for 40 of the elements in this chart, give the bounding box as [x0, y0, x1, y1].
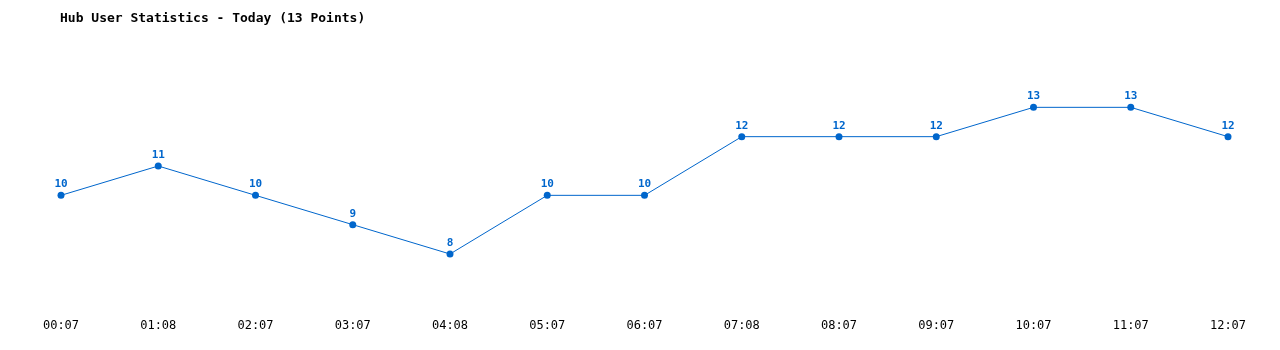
x-tick-label: 07:08 — [723, 317, 760, 332]
chart-title: Hub User Statistics - Today (13 Points) — [59, 9, 367, 27]
data-label: 12 — [929, 118, 943, 132]
point — [543, 191, 551, 199]
point — [252, 191, 259, 199]
data-label: 9 — [349, 206, 357, 220]
x-tick-label: 01:08 — [140, 317, 177, 332]
point — [1030, 103, 1037, 111]
point — [349, 221, 357, 229]
x-tick-label: 02:07 — [237, 317, 274, 332]
point — [1127, 103, 1135, 111]
x-tick-label: 10:07 — [1015, 317, 1052, 332]
point — [1224, 133, 1232, 141]
x-tick-label: 06:07 — [626, 317, 663, 332]
point — [154, 162, 162, 170]
point — [446, 250, 454, 258]
data-label: 10 — [248, 177, 263, 191]
data-label: 11 — [151, 148, 166, 161]
point — [932, 133, 940, 141]
data-label: 8 — [446, 236, 454, 249]
data-label: 12 — [735, 118, 749, 132]
point — [738, 133, 746, 141]
data-label: 12 — [832, 118, 846, 132]
x-tick-label: 12:07 — [1209, 317, 1247, 332]
x-tick-label: 05:07 — [529, 317, 566, 332]
x-tick-label: 04:08 — [431, 317, 469, 332]
data-label: 13 — [1026, 89, 1041, 103]
data-label: 10 — [540, 177, 554, 191]
x-tick-label: 00:07 — [42, 317, 80, 332]
data-label: 12 — [1221, 118, 1235, 132]
x-tick-label: 08:07 — [820, 317, 858, 332]
x-tick-label: 09:07 — [918, 317, 955, 332]
point — [57, 191, 65, 199]
point — [835, 133, 843, 141]
data-label: 10 — [637, 177, 652, 191]
point — [641, 191, 648, 199]
x-tick-label: 03:07 — [334, 317, 371, 332]
data-label: 13 — [1124, 89, 1138, 103]
x-tick-label: 11:07 — [1112, 317, 1149, 332]
data-label: 10 — [54, 177, 68, 191]
